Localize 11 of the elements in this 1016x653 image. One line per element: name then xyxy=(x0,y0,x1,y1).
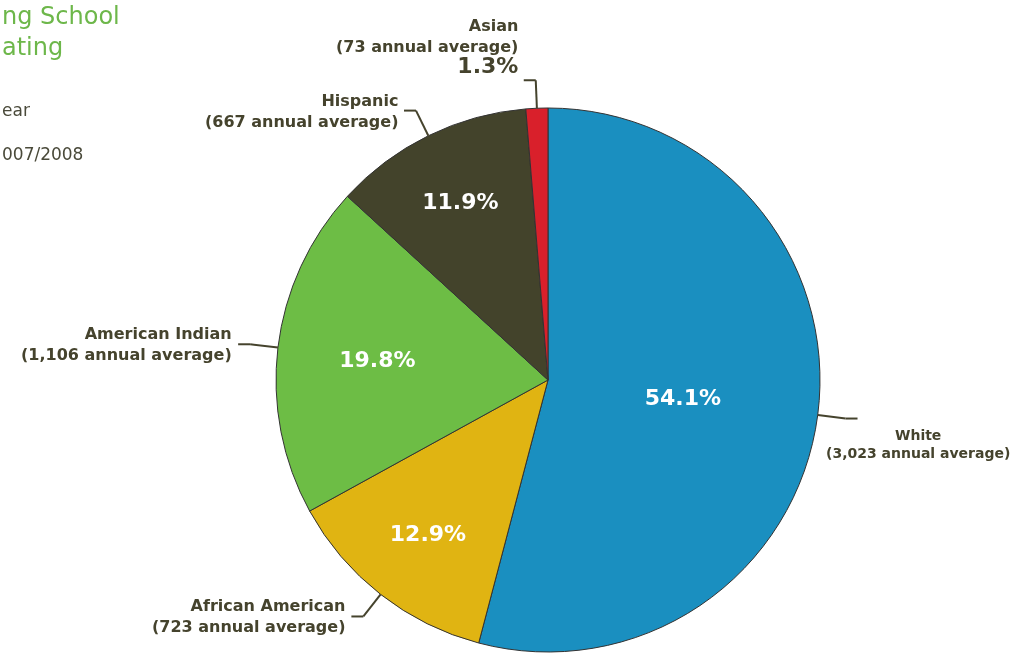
text: ear 007/2008 xyxy=(2,100,84,165)
slice-label: Asian (73 annual average) xyxy=(336,16,519,56)
data-label: 54.1% xyxy=(644,384,722,410)
chart-title: ng School ating xyxy=(2,2,120,62)
data-label: 11.9% xyxy=(422,188,499,214)
slice-label: African American (723 annual average) xyxy=(152,596,346,636)
data-label: 12.9% xyxy=(389,521,467,547)
slice-label: White (3,023 annual average) xyxy=(826,427,1011,462)
slice-label: American Indian (1,106 annual average) xyxy=(21,324,232,364)
slice-label: Hispanic (667 annual average) xyxy=(205,91,399,131)
data-label: 19.8% xyxy=(339,347,416,373)
